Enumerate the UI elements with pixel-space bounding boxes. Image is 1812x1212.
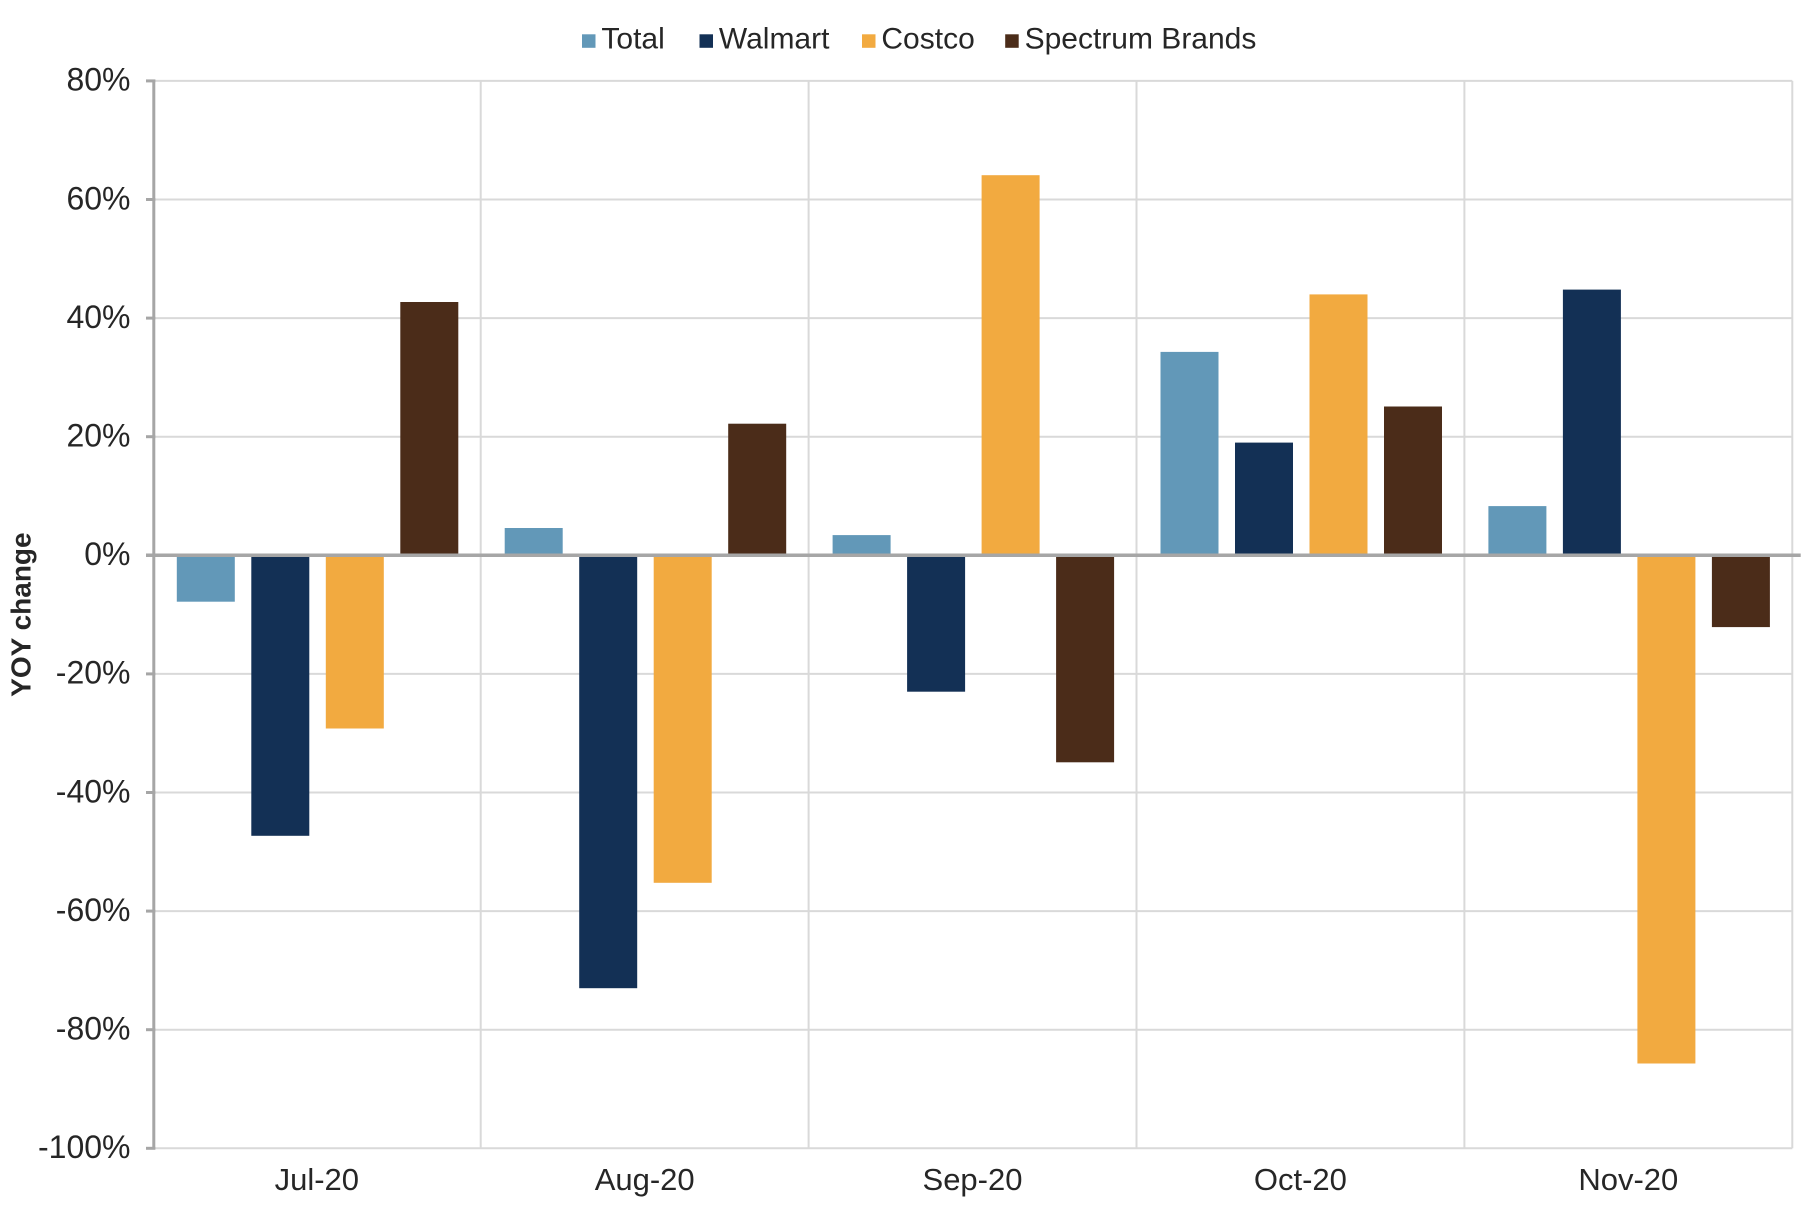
svg-text:Spectrum Brands: Spectrum Brands: [1025, 23, 1257, 56]
svg-text:Oct-20: Oct-20: [1254, 1162, 1347, 1197]
svg-text:-40%: -40%: [56, 773, 131, 809]
svg-text:Aug-20: Aug-20: [595, 1162, 695, 1197]
svg-text:-20%: -20%: [56, 655, 131, 691]
svg-text:Nov-20: Nov-20: [1578, 1162, 1678, 1197]
svg-text:Walmart: Walmart: [719, 23, 830, 56]
svg-text:80%: 80%: [66, 62, 130, 98]
svg-text:Total: Total: [601, 23, 664, 56]
svg-text:Costco: Costco: [881, 23, 974, 56]
svg-text:YOY change: YOY change: [6, 532, 37, 696]
svg-text:Sep-20: Sep-20: [923, 1162, 1023, 1197]
svg-text:0%: 0%: [84, 536, 130, 572]
svg-text:-80%: -80%: [56, 1011, 131, 1047]
svg-text:40%: 40%: [66, 299, 130, 335]
svg-text:-60%: -60%: [56, 892, 131, 928]
svg-text:Jul-20: Jul-20: [275, 1162, 359, 1197]
svg-text:60%: 60%: [66, 180, 130, 216]
svg-text:20%: 20%: [66, 418, 130, 454]
svg-text:-100%: -100%: [38, 1129, 131, 1165]
